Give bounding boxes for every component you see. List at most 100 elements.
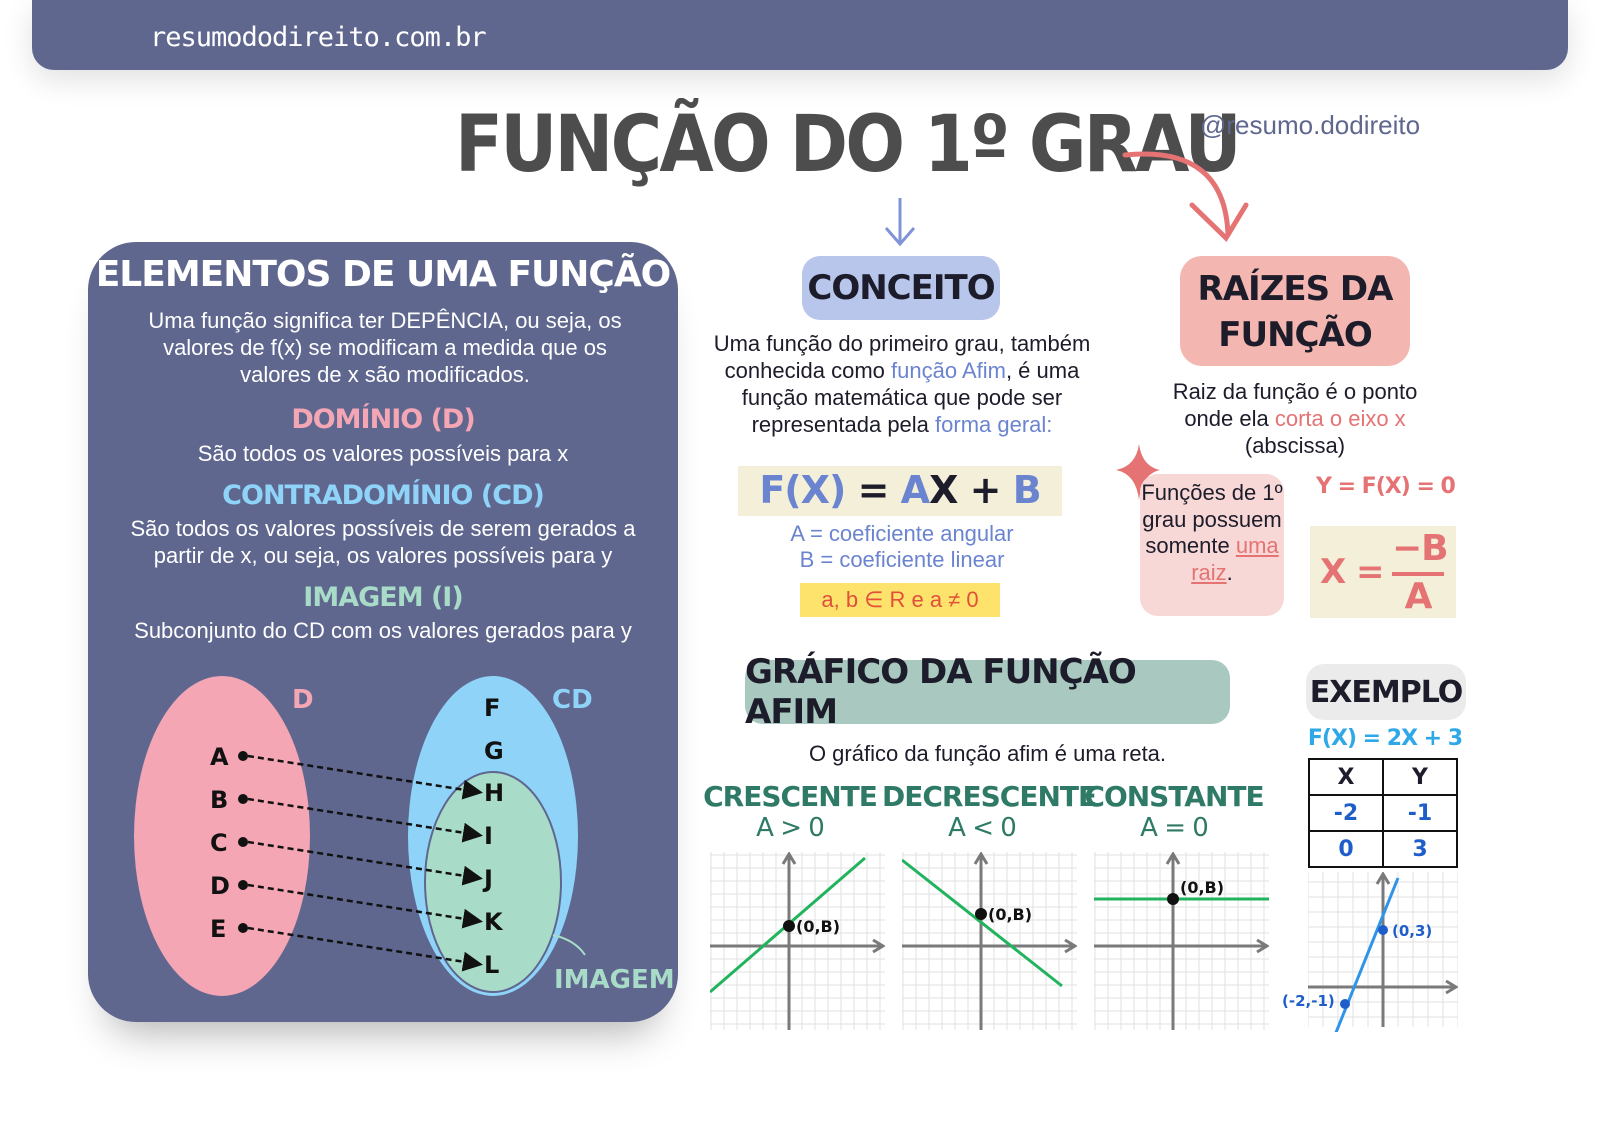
down-arrow-icon: [884, 198, 916, 247]
image-title: IMAGEM (I): [303, 582, 463, 613]
image-element: K: [484, 908, 504, 936]
concept-highlight-afim: função Afim: [891, 358, 1006, 383]
mapping-arrow: [247, 840, 483, 886]
cell-x: -2: [1308, 794, 1384, 832]
roots-title-2: FUNÇÃO: [1218, 315, 1372, 355]
y-axis-arrow-icon: [1165, 852, 1181, 865]
roots-note: Funções de 1º grau possuem somente uma r…: [1140, 474, 1284, 616]
roots-note-text: Funções de 1º grau possuem somente: [1141, 480, 1283, 558]
coef-a: A = coeficiente angular: [790, 521, 1014, 546]
element-dot: [238, 837, 248, 847]
root-equation: Y = F(X) = 0: [1316, 474, 1456, 499]
mapping-arrow: [247, 754, 483, 800]
image-element: J: [482, 865, 493, 893]
root-formula-box: X = −B A: [1310, 526, 1456, 618]
roots-note-highlight: uma raiz: [1191, 533, 1279, 585]
fraction-bar: [1392, 572, 1444, 576]
example-point-label: (-2,-1): [1282, 992, 1335, 1010]
element-dot: [238, 751, 248, 761]
image-element: I: [484, 822, 493, 850]
codomain-label: CD: [552, 685, 593, 715]
domain-element: D: [210, 872, 230, 900]
x-axis-arrow-icon: [1064, 938, 1077, 954]
concept-text-1: Uma função do primeiro grau, também conh…: [713, 331, 1091, 383]
image-element: H: [484, 779, 504, 807]
y-axis-arrow-icon: [781, 852, 797, 865]
domain-text: São todos os valores possíveis para x: [197, 441, 569, 466]
example-point-label: (0,3): [1392, 922, 1432, 940]
roots-note-end: .: [1226, 559, 1233, 585]
image-set: [424, 771, 562, 993]
codomain-text: São todos os valores possíveis de serem …: [130, 516, 636, 568]
domain-element: C: [210, 829, 228, 857]
decor-arrows: [884, 151, 1249, 247]
element-dot: [238, 880, 248, 890]
mapping-arrow: [247, 926, 483, 972]
codomain-element: F: [484, 694, 500, 722]
intercept-label: (0,B): [988, 905, 1032, 924]
case-graph: (0,B): [902, 852, 1077, 1030]
case-condition: A < 0: [948, 813, 1017, 843]
intercept-label: (0,B): [796, 917, 840, 936]
roots-text: Raiz da função é o ponto onde ela corta …: [1150, 378, 1440, 459]
y-axis-arrow-icon: [973, 852, 989, 865]
formula-fx: F(X): [759, 468, 846, 512]
image-element: L: [484, 951, 499, 979]
cell-x: 0: [1308, 830, 1384, 868]
intercept-label: (0,B): [1180, 878, 1224, 897]
curved-arrow-icon: [1122, 151, 1249, 242]
formula-x: X: [929, 468, 958, 512]
top-banner: [32, 0, 1568, 70]
grid: [710, 852, 885, 1030]
x-axis-arrow-icon: [1256, 938, 1269, 954]
root-formula-lhs: X =: [1320, 552, 1385, 592]
venn-diagram: D CD IMAGEM A H B I C J D K E L FG: [134, 676, 675, 996]
mapping-arrow: [247, 797, 483, 843]
graph-subtitle: O gráfico da função afim é uma reta.: [808, 741, 1167, 766]
example-function: F(X) = 2X + 3: [1307, 726, 1463, 751]
image-pointer-arrow: [552, 934, 586, 956]
roots-text-2: (abscissa): [1244, 433, 1346, 458]
function-line: [902, 858, 1063, 988]
element-dot: [238, 794, 248, 804]
header-x: X: [1308, 758, 1384, 796]
domain-title: DOMÍNIO (D): [291, 404, 475, 435]
example-graph: (0,3) (-2,-1): [1282, 872, 1458, 1032]
social-handle[interactable]: @resumo.dodireito: [1200, 110, 1421, 140]
formula-plus: +: [969, 468, 1002, 512]
roots-title-1: RAÍZES DA: [1197, 269, 1394, 309]
concept-highlight-forma: forma geral:: [935, 412, 1053, 437]
concept-text-2: , é uma função matemática que pode ser r…: [741, 358, 1080, 437]
site-url[interactable]: resumododireito.com.br: [150, 22, 487, 53]
intercept-point: [783, 920, 795, 932]
codomain-title: CONTRADOMÍNIO (CD): [222, 480, 545, 511]
example-point: [1378, 925, 1388, 935]
x-axis-arrow-icon: [1445, 979, 1458, 995]
case-name: CONSTANTE: [1084, 780, 1264, 813]
root-formula-den: A: [1404, 576, 1433, 617]
case-graph: (0,B): [710, 852, 885, 1030]
example-point: [1340, 999, 1350, 1009]
example-badge: EXEMPLO: [1306, 664, 1466, 720]
formula-box: F(X) = AX + B: [738, 466, 1062, 516]
intercept-point: [1167, 893, 1179, 905]
condition-box: a, b ∈ R e a ≠ 0: [800, 583, 1000, 617]
case-name: DECRESCENTE: [882, 780, 1097, 813]
page-title: FUNÇÃO DO 1º GRAU: [455, 100, 1242, 190]
grid: [1094, 852, 1269, 1030]
domain-element: E: [210, 915, 226, 943]
case-condition: A > 0: [756, 813, 825, 843]
domain-label: D: [292, 685, 314, 715]
grid: [902, 852, 1077, 1030]
concept-text: Uma função do primeiro grau, também conh…: [712, 330, 1092, 438]
case-name: CRESCENTE: [703, 780, 878, 813]
concept-badge: CONCEITO: [802, 256, 1000, 320]
coef-b: B = coeficiente linear: [799, 547, 1005, 572]
formula-b: B: [1012, 468, 1042, 512]
sparkle-icon: [1116, 444, 1160, 500]
codomain-element: G: [484, 737, 504, 765]
header-y: Y: [1382, 758, 1458, 796]
